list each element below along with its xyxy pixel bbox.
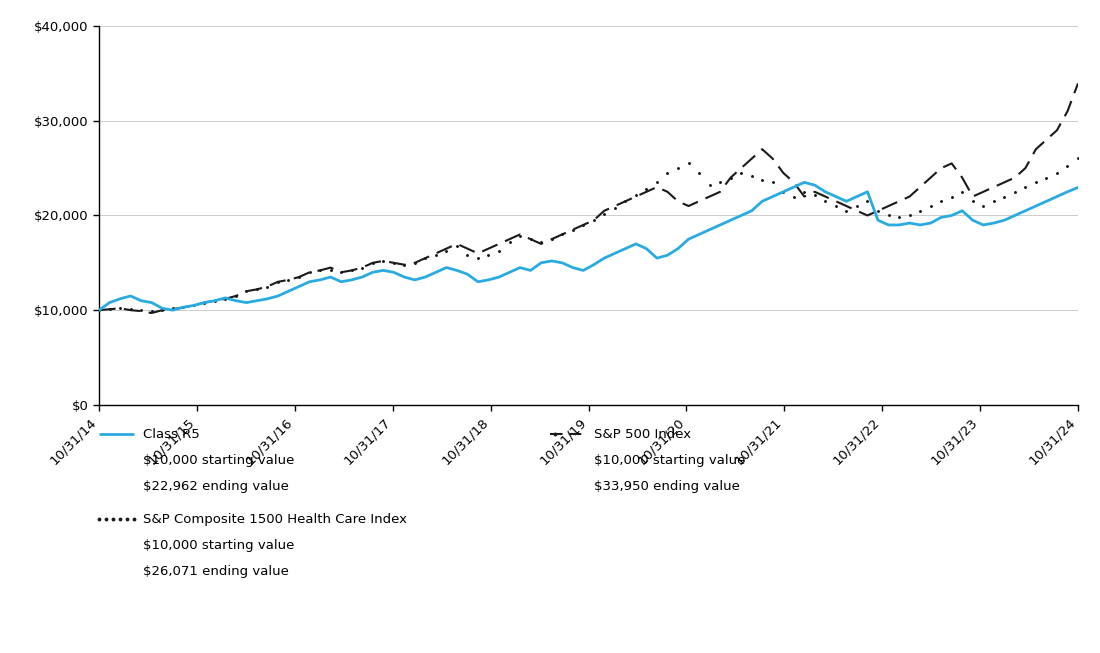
Text: S&P Composite 1500 Health Care Index: S&P Composite 1500 Health Care Index <box>143 513 407 526</box>
Text: $10,000 starting value: $10,000 starting value <box>594 454 746 467</box>
Text: $22,962 ending value: $22,962 ending value <box>143 480 289 493</box>
Text: S&P 500 Index: S&P 500 Index <box>594 428 691 441</box>
Text: $10,000 starting value: $10,000 starting value <box>143 539 295 552</box>
Text: $33,950 ending value: $33,950 ending value <box>594 480 740 493</box>
Text: Class R5: Class R5 <box>143 428 200 441</box>
Text: $10,000 starting value: $10,000 starting value <box>143 454 295 467</box>
Text: $26,071 ending value: $26,071 ending value <box>143 565 289 578</box>
